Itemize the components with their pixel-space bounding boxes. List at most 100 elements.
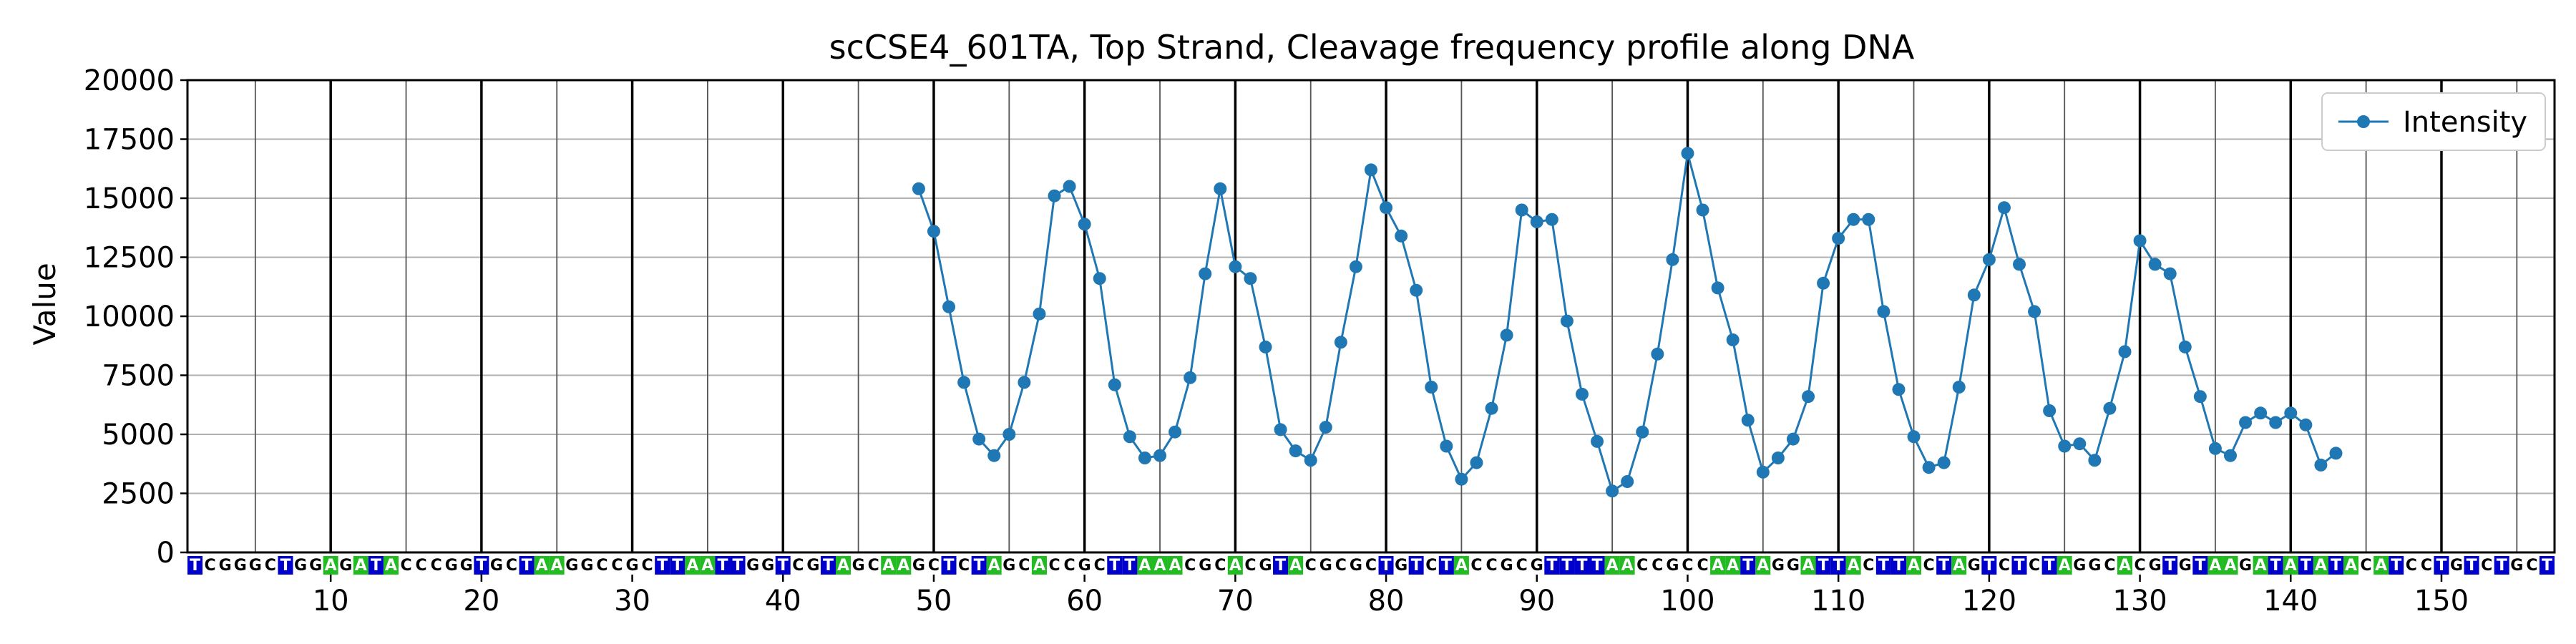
base-letter: T (190, 557, 200, 575)
base-letter: T (1592, 557, 1603, 575)
base-cell (866, 556, 882, 575)
x-tick-label: 140 (2263, 585, 2318, 618)
base-cell (956, 556, 972, 575)
data-point (2223, 449, 2237, 462)
base-cell (368, 556, 384, 575)
base-cell (1092, 556, 1108, 575)
base-letter: T (1109, 557, 1120, 575)
base-cell (2117, 556, 2133, 575)
base-cell (685, 556, 701, 575)
base-letter: A (897, 557, 909, 575)
base-cell (2223, 556, 2238, 575)
base-cell (504, 556, 519, 575)
base-cell (1604, 556, 1620, 575)
data-point (1169, 425, 1182, 439)
data-point (1967, 288, 1981, 302)
base-letter: A (2255, 557, 2267, 575)
data-point (1349, 260, 1362, 273)
base-letter: T (1381, 557, 1392, 575)
base-cell (2464, 556, 2479, 575)
base-cell (1695, 556, 1711, 575)
base-cell (1016, 556, 1032, 575)
base-cell (1318, 556, 1334, 575)
data-point (1259, 340, 1272, 353)
base-letter: C (1485, 557, 1497, 575)
base-cell (2087, 556, 2102, 575)
y-tick-label: 20000 (84, 64, 175, 97)
data-point (957, 376, 971, 389)
data-point (972, 432, 986, 446)
base-letter: C (642, 557, 653, 575)
base-letter: A (1908, 557, 1920, 575)
x-tick-label: 60 (1066, 585, 1103, 618)
base-cell (1484, 556, 1500, 575)
base-cell (971, 556, 987, 575)
base-letter: T (1833, 557, 1844, 575)
base-letter: C (2406, 557, 2417, 575)
base-cell (1875, 556, 1891, 575)
base-cell (1845, 556, 1861, 575)
base-cell (1664, 556, 1680, 575)
base-cell (383, 556, 399, 575)
base-letter: G (1319, 557, 1332, 575)
base-letter: C (1335, 557, 1347, 575)
base-letter: G (1350, 557, 1362, 575)
base-letter: C (1682, 557, 1693, 575)
base-letter: G (460, 557, 473, 575)
base-letter: T (657, 557, 668, 575)
base-cell (926, 556, 942, 575)
data-point (1093, 272, 1106, 286)
base-letter: T (2044, 557, 2055, 575)
data-point (927, 225, 940, 238)
data-point (2028, 305, 2041, 318)
base-letter: C (1094, 557, 1106, 575)
base-letter: G (1666, 557, 1679, 575)
data-point (2314, 458, 2328, 472)
base-letter: G (2073, 557, 2086, 575)
base-letter: T (2014, 557, 2025, 575)
base-cell (1107, 556, 1123, 575)
base-letter: C (416, 557, 427, 575)
data-point (1440, 439, 1453, 453)
base-cell (1408, 556, 1424, 575)
base-letter: T (1124, 557, 1135, 575)
x-tick-label: 10 (313, 585, 349, 618)
base-cell (1378, 556, 1394, 575)
base-letter: C (1365, 557, 1377, 575)
base-letter: G (1002, 557, 1015, 575)
base-cell (941, 556, 957, 575)
x-tick-label: 30 (614, 585, 650, 618)
x-tick-label: 150 (2414, 585, 2469, 618)
y-tick-label: 2500 (102, 478, 175, 511)
data-point (1033, 307, 1046, 321)
base-cell (2011, 556, 2027, 575)
base-cell (2494, 556, 2509, 575)
legend-label: Intensity (2403, 106, 2527, 139)
base-cell (1770, 556, 1786, 575)
base-cell (1981, 556, 1997, 575)
base-cell (640, 556, 655, 575)
data-point (1470, 456, 1483, 469)
base-cell (2479, 556, 2494, 575)
base-letter: G (746, 557, 759, 575)
base-cell (1438, 556, 1454, 575)
base-letter: T (2436, 557, 2446, 575)
base-cell (429, 556, 444, 575)
base-cell (1574, 556, 1590, 575)
base-cell (2238, 556, 2253, 575)
data-point (2103, 401, 2117, 415)
data-point (1666, 253, 1679, 266)
base-cell (1001, 556, 1017, 575)
data-point (1199, 267, 1212, 280)
base-cell (2207, 556, 2223, 575)
data-point (1063, 180, 1076, 193)
base-cell (2072, 556, 2087, 575)
base-cell (1529, 556, 1545, 575)
base-letter: A (1229, 557, 1241, 575)
base-letter: A (1621, 557, 1634, 575)
base-cell (2132, 556, 2148, 575)
base-letter: A (1848, 557, 1860, 575)
base-letter: G (249, 557, 262, 575)
